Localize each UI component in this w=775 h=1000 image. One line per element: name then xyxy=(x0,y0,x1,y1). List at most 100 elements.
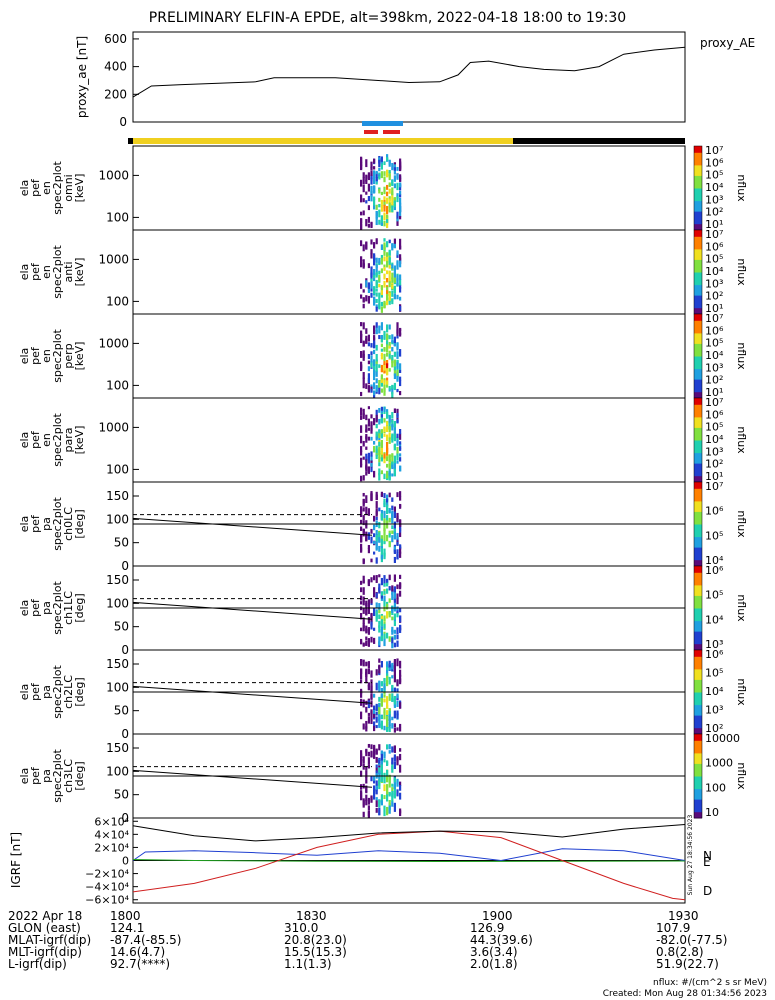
spectrogram-cell xyxy=(386,367,389,376)
spectrogram-cell xyxy=(380,204,383,212)
spectrogram-cell xyxy=(365,720,368,729)
panel-label-line: ela xyxy=(18,264,31,281)
spectrogram-cell xyxy=(378,696,381,702)
spectrogram-cell xyxy=(367,712,370,716)
colorbar-segment xyxy=(694,477,702,481)
spectrogram-cell xyxy=(362,440,365,447)
spectrogram-cell xyxy=(378,380,381,388)
colorbar-segment xyxy=(694,549,702,552)
spectrogram-cell xyxy=(370,744,373,750)
colorbar-segment xyxy=(694,305,702,309)
spectrogram-cell xyxy=(386,784,389,789)
spectrogram-cell xyxy=(367,547,370,554)
spectrogram-cell xyxy=(375,711,378,716)
spectrogram-cell xyxy=(378,457,381,463)
colorbar-segment xyxy=(694,666,702,670)
panel-label-line: [deg] xyxy=(73,677,86,706)
panel-label-line: ela xyxy=(18,180,31,197)
spectrogram-cell xyxy=(391,757,394,765)
spectrogram-cell xyxy=(380,244,383,250)
spectrogram-cell xyxy=(386,297,389,306)
units-note: nflux: #/(cm^2 s sr MeV) xyxy=(653,978,767,988)
colorbar-segment xyxy=(694,335,702,338)
spectrogram-cell xyxy=(386,769,389,778)
y-tick-label: 1000 xyxy=(98,168,129,182)
spectrogram-cell xyxy=(391,412,394,419)
spectrogram-cell xyxy=(393,521,396,529)
colorbar-segment xyxy=(694,679,702,682)
colorbar-segment xyxy=(694,230,702,233)
colorbar-segment xyxy=(694,673,702,676)
spectrogram-cell xyxy=(386,191,389,197)
spectrogram-cell xyxy=(378,418,381,425)
spectrogram-cell xyxy=(383,186,386,195)
spectrogram-cell xyxy=(370,462,373,467)
spectrogram-cell xyxy=(380,199,383,205)
spectrogram-cell xyxy=(383,244,386,251)
spectrogram-cell xyxy=(373,274,376,279)
colorbar-segment xyxy=(694,731,702,735)
spectrogram-cell xyxy=(367,617,370,624)
colorbar-segment xyxy=(694,339,702,342)
spectrogram-cell xyxy=(375,292,378,297)
y-tick-label: 100 xyxy=(106,764,129,778)
spectrogram-cell xyxy=(393,285,396,292)
colorbar-label: 10⁶ xyxy=(705,324,724,337)
colorbar-label: 10⁷ xyxy=(705,312,723,325)
spectrogram-cell xyxy=(391,525,394,530)
spectrogram-cell xyxy=(373,778,376,784)
spectrogram-cell xyxy=(399,792,402,800)
colorbar-segment xyxy=(694,402,702,405)
spectrogram-cell xyxy=(378,759,381,764)
spectrogram-cell xyxy=(388,530,391,536)
colorbar-segment xyxy=(694,223,702,227)
spectrogram-cell xyxy=(375,703,378,711)
spectrogram-cell xyxy=(393,421,396,428)
spectrogram-cell xyxy=(370,750,373,758)
panel-label-line: [deg] xyxy=(73,761,86,790)
spectrogram-cell xyxy=(391,243,394,249)
colorbar-segment xyxy=(694,700,702,703)
spectrogram-cell xyxy=(393,805,396,812)
spectrogram-cell xyxy=(383,575,386,582)
spectrogram-cell xyxy=(360,330,363,336)
spectrogram-cell xyxy=(365,609,368,616)
spectrogram-cell xyxy=(380,268,383,274)
panel-label-line: spec2plot xyxy=(51,413,64,467)
colorbar-segment xyxy=(694,356,702,359)
spectrogram-cell xyxy=(383,264,386,269)
colorbar-segment xyxy=(694,563,702,567)
spectrogram-cell xyxy=(362,184,365,193)
colorbar-segment xyxy=(694,803,702,806)
spectrogram-cell xyxy=(362,289,365,293)
spectrogram-cell xyxy=(388,249,391,256)
colorbar-label: 10⁵ xyxy=(705,667,723,680)
spectrogram-cell xyxy=(367,751,370,757)
colorbar-segment xyxy=(694,200,702,204)
colorbar-label: 10⁵ xyxy=(705,253,723,266)
spectrogram-cell xyxy=(386,744,389,749)
spectrogram-cell xyxy=(383,493,386,499)
colorbar-label: 10¹ xyxy=(705,386,723,399)
spectrogram-cell xyxy=(391,790,394,797)
colorbar-segment xyxy=(694,708,702,712)
spectrogram-cell xyxy=(393,704,396,708)
spectrogram-cell xyxy=(360,259,363,268)
spectrogram-cell xyxy=(396,541,399,546)
spectrogram-cell xyxy=(370,494,373,502)
spectrogram-cell xyxy=(365,466,368,472)
colorbar-segment xyxy=(694,694,702,697)
spectrogram-cell xyxy=(380,257,383,264)
spectrogram-cell xyxy=(378,703,381,708)
spectrogram-cell xyxy=(380,163,383,170)
spectrogram-cell xyxy=(399,702,402,709)
igrf-tick-label: −6×10⁴ xyxy=(85,894,129,905)
spectrogram-cell xyxy=(391,284,394,289)
spectrogram-cell xyxy=(378,197,381,202)
panel-label-line: ela xyxy=(18,432,31,449)
spectrogram-cell xyxy=(396,250,399,256)
spectrogram-cell xyxy=(399,582,402,590)
spectrogram-cell xyxy=(360,194,363,203)
spectrogram-cell xyxy=(383,552,386,558)
spectrogram-cell xyxy=(396,634,399,640)
